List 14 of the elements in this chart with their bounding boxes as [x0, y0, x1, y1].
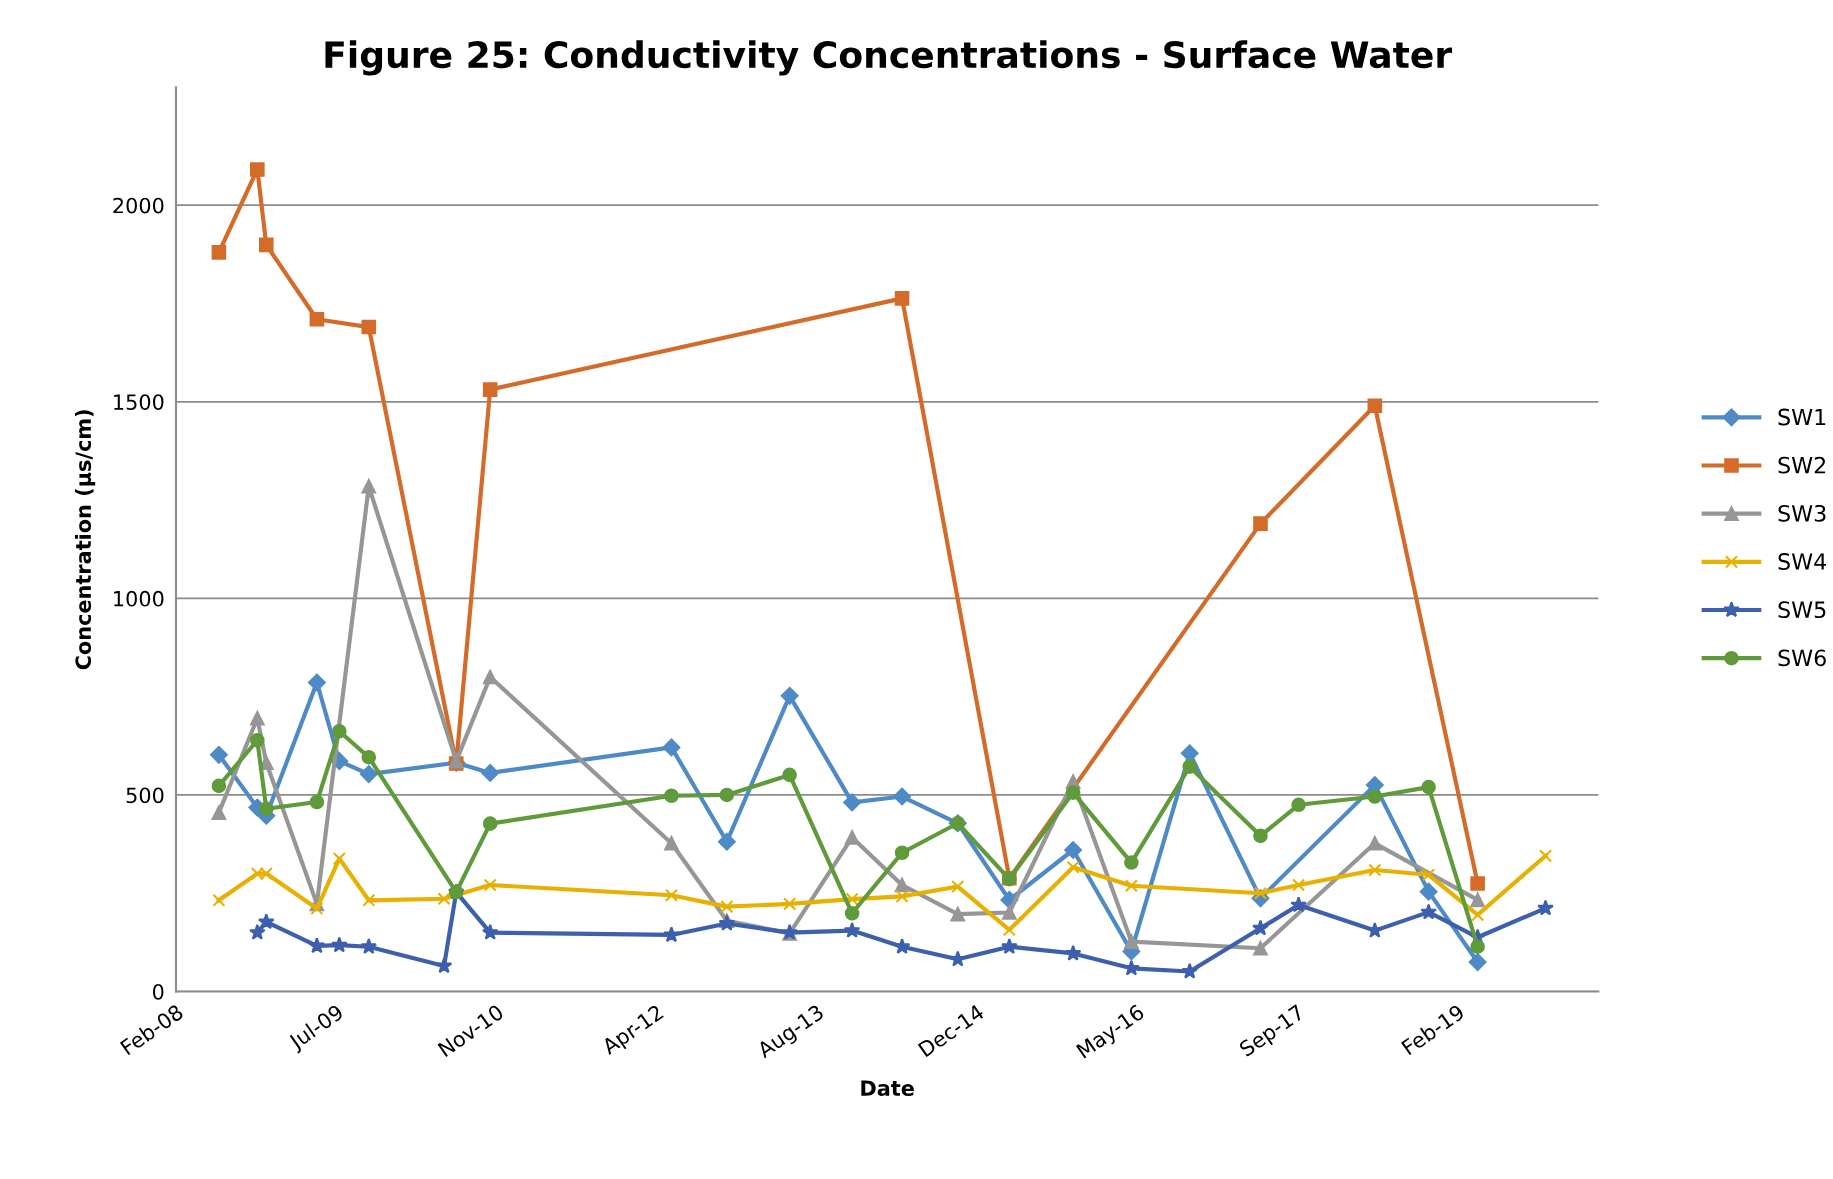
x-axis-title: Date	[861, 1080, 914, 1096]
y-tick-label: 1500	[114, 394, 164, 410]
legend-label: SW2	[1778, 456, 1826, 474]
legend-label: SW5	[1778, 601, 1826, 619]
y-tick-label: 0	[152, 983, 164, 1000]
legend-label: SW4	[1778, 553, 1827, 570]
y-tick-label: 1000	[114, 590, 164, 607]
legend-label: SW3	[1778, 504, 1826, 522]
y-axis-title: Concentration (µs/cm)	[74, 410, 96, 670]
y-tick-label: 2000	[113, 197, 164, 214]
y-tick-label: 500	[126, 787, 164, 804]
legend-label: SW6	[1778, 649, 1826, 667]
chart-title: Figure 25: Conductivity Concentrations - Surface Water	[325, 40, 1453, 76]
legend-label: SW1	[1778, 408, 1826, 426]
